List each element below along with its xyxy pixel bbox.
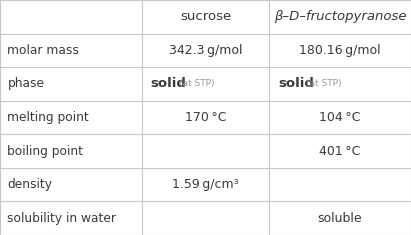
Text: 1.59 g/cm³: 1.59 g/cm³ (172, 178, 239, 191)
Text: 170 °C: 170 °C (185, 111, 226, 124)
Text: melting point: melting point (7, 111, 89, 124)
Text: 180.16 g/mol: 180.16 g/mol (299, 44, 381, 57)
Text: 104 °C: 104 °C (319, 111, 361, 124)
Text: 342.3 g/mol: 342.3 g/mol (169, 44, 242, 57)
Text: sucrose: sucrose (180, 10, 231, 23)
Text: phase: phase (7, 77, 44, 90)
Text: molar mass: molar mass (7, 44, 79, 57)
Text: β–D–fructopyranose: β–D–fructopyranose (274, 10, 406, 23)
Text: density: density (7, 178, 52, 191)
Text: 401 °C: 401 °C (319, 145, 361, 158)
Text: solid: solid (151, 77, 187, 90)
Text: (at STP): (at STP) (179, 79, 214, 88)
Text: solid: solid (278, 77, 314, 90)
Text: solubility in water: solubility in water (7, 212, 116, 225)
Text: boiling point: boiling point (7, 145, 83, 158)
Text: (at STP): (at STP) (306, 79, 342, 88)
Text: soluble: soluble (318, 212, 363, 225)
